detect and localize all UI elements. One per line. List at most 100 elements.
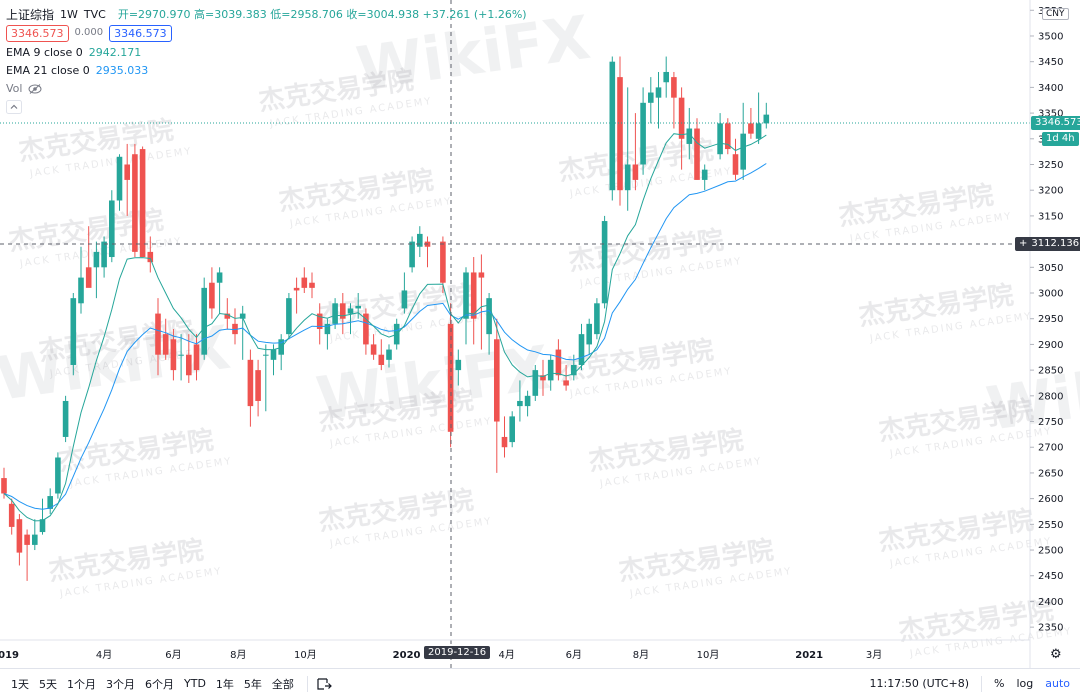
candle-body xyxy=(694,128,700,180)
candle xyxy=(617,56,623,206)
range-button[interactable]: YTD xyxy=(184,677,206,690)
candle-body xyxy=(170,339,177,371)
ema9-label[interactable]: EMA 9 close 0 xyxy=(6,46,83,59)
currency-badge[interactable]: CNY xyxy=(1042,8,1069,20)
candle-body xyxy=(147,251,154,263)
candle xyxy=(55,452,61,499)
time-tick-label: 2020 xyxy=(393,650,421,661)
price-tick-label: 3400 xyxy=(1038,83,1063,94)
candle-body xyxy=(701,169,708,180)
price-tick-label: 3000 xyxy=(1038,289,1063,300)
bottom-toolbar: 1天 5天 1个月 3个月 6个月 YTD 1年 5年 全部 11:17:50 (UTC+8) … xyxy=(0,668,1080,698)
gear-icon[interactable]: ⚙ xyxy=(1050,647,1062,662)
buy-price-box[interactable]: 3346.573 xyxy=(109,24,172,42)
candle-body xyxy=(186,354,192,376)
price-tick-label: 2700 xyxy=(1038,443,1063,454)
candle-body xyxy=(24,534,30,545)
range-button[interactable]: 5年 xyxy=(243,677,262,691)
candle-body xyxy=(601,221,608,304)
candle-body xyxy=(532,370,539,396)
candle xyxy=(370,334,377,360)
range-button[interactable]: 1年 xyxy=(215,677,234,691)
candle xyxy=(139,146,146,258)
price-axis: 2350 2400 2450 2500 2550 2600 2650 2700 2750 2800… xyxy=(1030,6,1063,634)
candle xyxy=(32,519,38,551)
calendar-goto-icon[interactable] xyxy=(316,676,332,692)
price-tick-label: 2600 xyxy=(1038,494,1063,505)
candle-body xyxy=(8,503,15,527)
price-tick-label: 2550 xyxy=(1038,520,1063,531)
ohlc-values: 开=2970.970 高=3039.383 低=2958.706 收=3004.… xyxy=(117,8,527,21)
time-tick-label: 4月 xyxy=(96,649,112,661)
time-tick-label: 8月 xyxy=(633,649,649,661)
candle xyxy=(470,257,477,345)
candle xyxy=(216,267,223,314)
price-tick-label: 3050 xyxy=(1038,263,1063,274)
candle xyxy=(132,143,138,258)
candle-body xyxy=(717,123,723,155)
candle xyxy=(116,154,123,211)
candle-body xyxy=(440,241,446,283)
candle-body xyxy=(32,534,38,545)
candle xyxy=(671,71,677,129)
candle-body xyxy=(755,123,762,139)
source-label: TVC xyxy=(83,8,106,21)
candle-body xyxy=(247,359,254,407)
candle-body xyxy=(632,164,639,180)
range-button[interactable]: 5天 xyxy=(39,677,57,691)
candle-body xyxy=(386,349,392,360)
candle xyxy=(624,87,631,211)
candle-body xyxy=(301,277,308,288)
time-axis: 2019 4月 6月 8月 10月 2020 4月 6月 8月 10月 2021 3月 xyxy=(0,649,882,661)
symbol-name[interactable]: 上证综指 xyxy=(6,8,55,22)
watermark-brand: WikiFX xyxy=(982,343,1080,445)
candle xyxy=(363,308,369,355)
price-tick-label: 2750 xyxy=(1038,417,1063,428)
candle xyxy=(78,246,84,314)
percent-toggle[interactable]: % xyxy=(994,677,1005,690)
price-tick-label: 3350 xyxy=(1038,109,1063,120)
candle xyxy=(571,354,577,381)
ema21-line xyxy=(3,163,767,510)
collapse-chevron-icon[interactable] xyxy=(6,100,22,114)
interval-label[interactable]: 1W xyxy=(60,8,78,21)
ema21-label[interactable]: EMA 21 close 0 xyxy=(6,64,90,77)
candle xyxy=(286,293,292,340)
candle-body xyxy=(209,282,215,309)
candle xyxy=(524,390,531,417)
range-button[interactable]: 1个月 xyxy=(67,677,96,691)
range-button[interactable]: 全部 xyxy=(271,677,294,691)
candle-body xyxy=(409,241,415,268)
eye-hidden-icon[interactable] xyxy=(28,84,42,94)
clock-time[interactable]: 11:17:50 (UTC+8) xyxy=(869,677,969,690)
candle-body xyxy=(363,313,369,345)
candle xyxy=(178,334,184,381)
candle-body xyxy=(139,149,146,258)
candle-body xyxy=(594,303,600,335)
candle xyxy=(301,267,308,294)
candle-body xyxy=(740,133,746,170)
candle-body xyxy=(486,298,492,335)
crosshair-price-label: +3112.136 xyxy=(1015,237,1080,251)
candle xyxy=(501,416,508,458)
sell-price-box[interactable]: 3346.573 xyxy=(6,24,69,42)
log-toggle[interactable]: log xyxy=(1016,677,1034,690)
range-button[interactable]: 1天 xyxy=(11,677,29,691)
candle-body xyxy=(609,61,616,191)
range-button[interactable]: 3个月 xyxy=(106,677,135,691)
auto-toggle[interactable]: auto xyxy=(1045,677,1070,690)
watermark-brand-text: WikiFX xyxy=(982,343,1080,445)
candle xyxy=(725,118,731,155)
price-tick-label: 2500 xyxy=(1038,546,1063,557)
candle xyxy=(648,77,654,124)
range-button[interactable]: 6个月 xyxy=(145,677,174,691)
plus-icon[interactable]: + xyxy=(1019,238,1028,249)
candle-body xyxy=(263,354,269,356)
candle-body xyxy=(578,334,585,365)
candle xyxy=(232,308,238,345)
volume-label[interactable]: Vol xyxy=(6,82,23,95)
